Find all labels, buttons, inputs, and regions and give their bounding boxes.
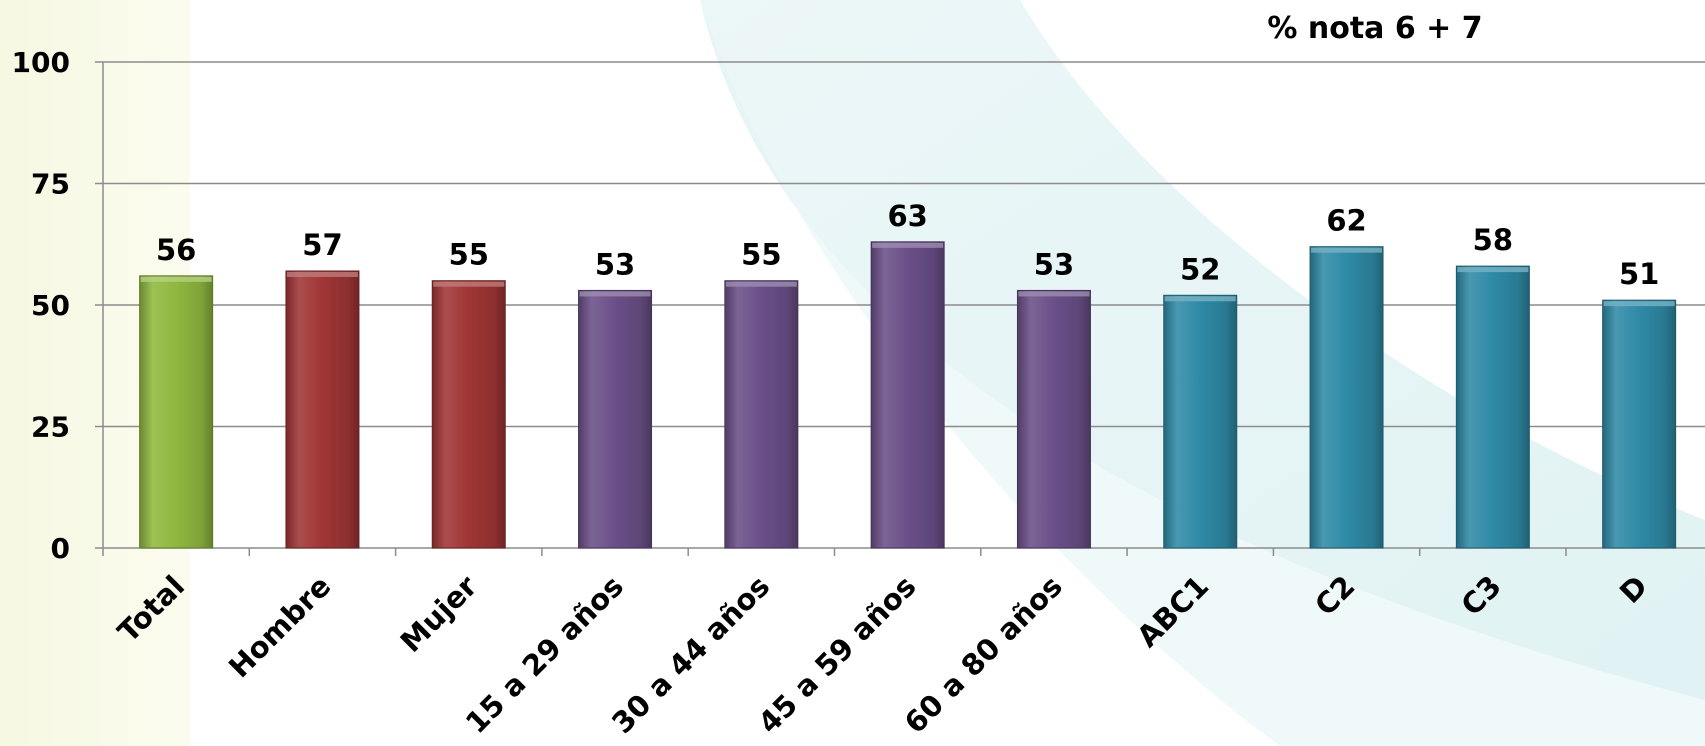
value-label: 55	[741, 238, 781, 272]
bar-top-highlight	[1018, 291, 1090, 297]
value-labels: 56 57 55 53 55 63 53 52 62 58 51	[156, 199, 1659, 291]
bar	[578, 289, 653, 549]
chart-title: % nota 6 + 7	[1267, 11, 1482, 46]
y-tick-label: 50	[31, 289, 70, 322]
value-label: 62	[1326, 204, 1366, 238]
bar-top-highlight	[1457, 267, 1529, 273]
y-tick-label: 0	[51, 532, 70, 565]
bar	[724, 280, 799, 549]
value-label: 57	[302, 228, 342, 262]
value-label: 56	[156, 233, 196, 267]
value-label: 53	[1034, 247, 1074, 281]
bars	[139, 241, 1677, 549]
value-label: 63	[887, 199, 927, 233]
bar-top-highlight	[1603, 301, 1675, 307]
value-label: 52	[1180, 252, 1220, 286]
bar-top-highlight	[1311, 247, 1383, 253]
bar	[285, 270, 360, 549]
bar	[1016, 289, 1091, 549]
bar-top-highlight	[579, 291, 651, 297]
y-tick-label: 25	[31, 411, 70, 444]
y-tick-label: 100	[12, 46, 70, 79]
bar	[870, 241, 945, 549]
value-label: 53	[595, 247, 635, 281]
value-label: 51	[1619, 257, 1659, 291]
bar	[1309, 246, 1384, 549]
bar-top-highlight	[725, 281, 797, 287]
bar-top-highlight	[433, 281, 505, 287]
bar	[139, 275, 214, 549]
bar	[1455, 265, 1530, 549]
bar	[431, 280, 506, 549]
value-label: 55	[449, 238, 489, 272]
bar-top-highlight	[1164, 296, 1236, 302]
bar-top-highlight	[286, 271, 358, 277]
y-tick-labels: 0 25 50 75 100	[12, 46, 70, 565]
bar	[1163, 294, 1238, 549]
bar-top-highlight	[140, 276, 212, 282]
bar	[1602, 299, 1677, 549]
y-tick-label: 75	[31, 168, 70, 201]
bar-top-highlight	[872, 242, 944, 248]
value-label: 58	[1473, 223, 1513, 257]
